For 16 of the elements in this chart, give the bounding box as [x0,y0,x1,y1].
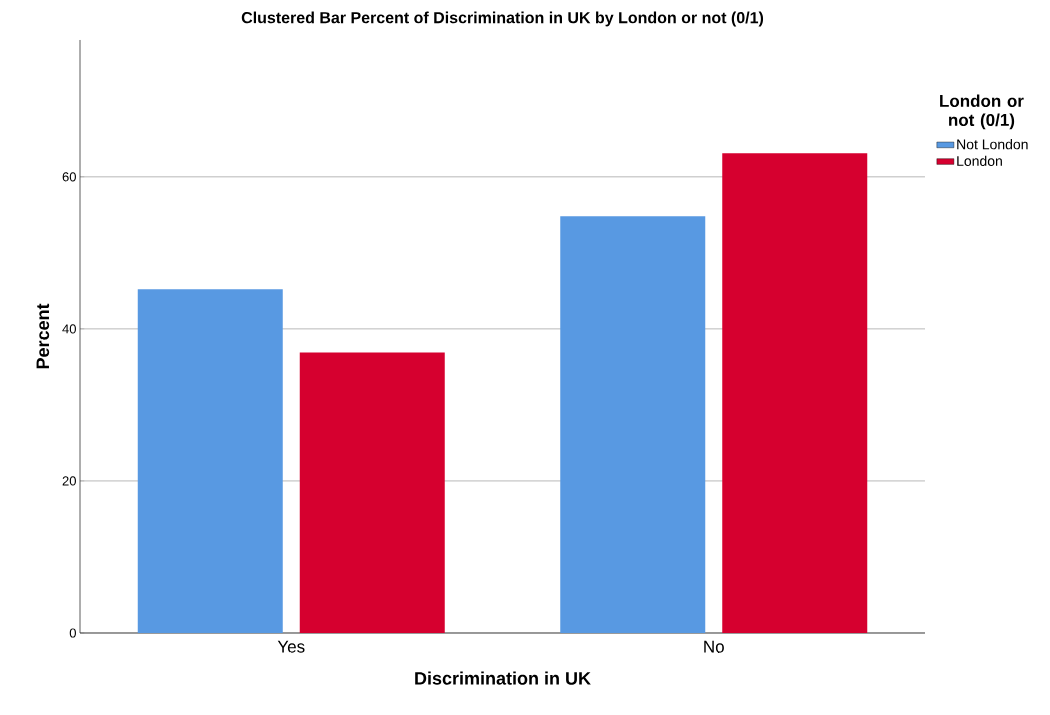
bar [137,289,283,633]
x-tick-label: No [704,640,724,653]
bar [299,352,445,633]
legend-label: London [957,155,1002,166]
legend-title: London or not (0/1) [940,94,1024,130]
bar [722,153,868,633]
chart-title: Clustered Bar Percent of Discrimination in UK by London or not (0/1) [241,11,764,27]
y-axis-title: Percent [36,303,50,369]
y-tick-label: 20 [62,476,76,486]
y-tick-label: 0 [69,628,76,638]
y-tick-label: 40 [62,324,76,334]
x-tick-label: Yes [277,640,305,653]
bar [560,216,706,633]
y-tick-label: 60 [62,172,76,182]
legend-label: Not London [957,139,1028,150]
x-axis-title: Discrimination in UK [415,671,591,685]
